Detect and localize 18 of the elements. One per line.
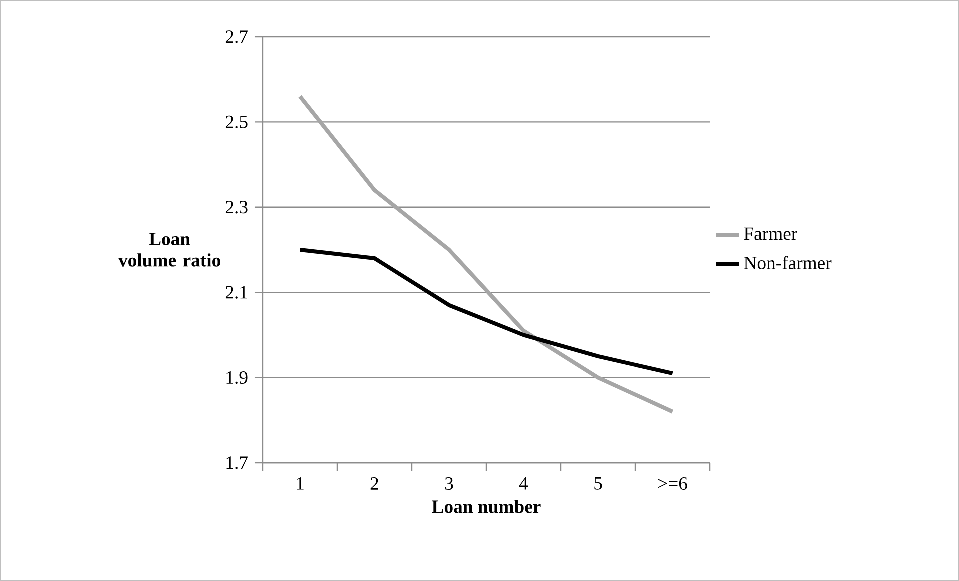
x-tick-label: 2 — [370, 478, 378, 490]
line-series — [298, 94, 675, 414]
x-tick-label: 1 — [297, 477, 304, 490]
x-tick-label: >=6 — [658, 478, 688, 490]
line-series — [298, 248, 675, 376]
y-tick-label: 2.3 — [226, 201, 248, 214]
x-tick-label: 3 — [445, 478, 454, 490]
x-tick-label: 4 — [519, 477, 528, 490]
y-tick-label: 2.5 — [226, 116, 248, 129]
x-tick-label: 5 — [594, 477, 602, 490]
x-axis-title: Loan number — [432, 500, 541, 514]
y-tick-label: 2.7 — [226, 30, 248, 44]
legend-label: Non-farmer — [744, 256, 832, 270]
legend-label: Farmer — [744, 228, 798, 240]
y-tick-label: 1.7 — [226, 456, 248, 470]
y-axis-title: Loan volume ratio — [118, 233, 220, 267]
y-tick-label: 2.1 — [226, 286, 248, 299]
y-tick-label: 1.9 — [226, 371, 248, 384]
